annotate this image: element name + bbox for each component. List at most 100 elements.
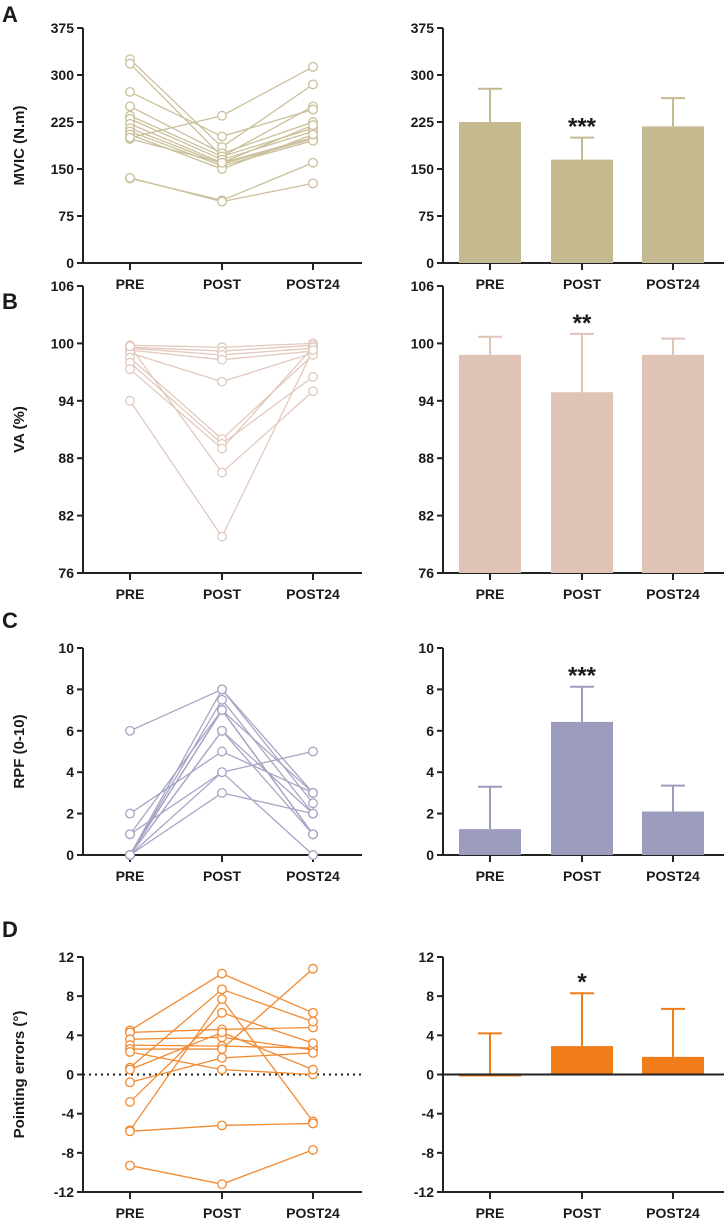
subject-point-2 bbox=[125, 808, 135, 819]
y-tick-label: 106 bbox=[411, 278, 435, 294]
x-tick-label: POST bbox=[563, 586, 602, 602]
y-tick-label: 225 bbox=[411, 114, 435, 130]
subject-point-9 bbox=[125, 341, 135, 352]
subject-point-4 bbox=[125, 101, 135, 112]
panel-D-line: D Pointing errors (°) -12 -8 -4 0 4 8 12 PRE POST P… bbox=[2, 917, 362, 1221]
subject-point-13 bbox=[308, 1144, 318, 1155]
panel-B-line: B VA (%) 76 82 88 94 100 106 PRE POST POST24 bbox=[2, 278, 362, 602]
subject-point-10 bbox=[308, 345, 318, 356]
y-tick-label: 300 bbox=[411, 67, 435, 83]
subject-point-8 bbox=[217, 1027, 227, 1038]
y-tick-label: 6 bbox=[426, 723, 434, 739]
subject-point-6 bbox=[217, 1064, 227, 1075]
y-tick-label: -4 bbox=[422, 1106, 435, 1122]
subject-point-4 bbox=[217, 354, 227, 365]
y-tick-label: 0 bbox=[66, 1067, 74, 1083]
subject-point-8 bbox=[308, 1064, 318, 1075]
subject-point-7 bbox=[217, 984, 227, 995]
x-tick-label: PRE bbox=[476, 586, 505, 602]
bar bbox=[551, 159, 613, 263]
subject-point-13 bbox=[125, 1160, 135, 1171]
subject-point-11 bbox=[217, 157, 227, 168]
subject-point-5 bbox=[217, 684, 227, 695]
y-tick-label: 106 bbox=[51, 278, 75, 294]
x-tick-label: PRE bbox=[476, 868, 505, 884]
subject-point-13 bbox=[125, 850, 135, 860]
x-tick-label: POST24 bbox=[646, 586, 700, 602]
panel-letter-D: D bbox=[2, 917, 18, 942]
x-tick-label: PRE bbox=[116, 586, 145, 602]
subject-point-5 bbox=[217, 376, 227, 387]
y-tick-label: -8 bbox=[62, 1145, 75, 1161]
y-tick-label: 6 bbox=[66, 723, 74, 739]
panel-B-bar: 76 82 88 94 100 106 PRE POST POST24 ** bbox=[411, 278, 724, 602]
y-axis-label: VA (%) bbox=[11, 406, 28, 453]
subject-point-12 bbox=[125, 132, 135, 143]
y-axis-label: RPF (0-10) bbox=[11, 714, 28, 788]
bar bbox=[642, 1056, 704, 1075]
subject-point-5 bbox=[308, 963, 318, 974]
subject-point-10 bbox=[217, 725, 227, 736]
y-tick-label: 0 bbox=[426, 1067, 434, 1083]
y-tick-label: 82 bbox=[58, 508, 74, 524]
panel-letter-A: A bbox=[2, 2, 18, 27]
subject-point-10 bbox=[308, 129, 318, 140]
x-tick-label: POST24 bbox=[286, 586, 340, 602]
y-tick-label: 150 bbox=[51, 161, 75, 177]
subject-point-9 bbox=[308, 1048, 318, 1058]
y-tick-label: -8 bbox=[422, 1145, 435, 1161]
bar bbox=[459, 829, 521, 855]
x-tick-label: POST bbox=[563, 1205, 602, 1221]
x-tick-label: POST bbox=[203, 276, 242, 292]
significance-marker: *** bbox=[568, 114, 597, 141]
subject-point-8 bbox=[125, 364, 135, 375]
subject-line-7 bbox=[129, 362, 314, 445]
y-tick-label: 76 bbox=[58, 565, 74, 581]
panel-C-bar: 0 2 4 6 8 10 PRE POST POST24 *** bbox=[418, 640, 724, 884]
subject-point-7 bbox=[308, 371, 318, 382]
y-tick-label: 4 bbox=[426, 1027, 434, 1043]
subject-point-10 bbox=[217, 531, 227, 542]
subject-line-1 bbox=[129, 688, 314, 794]
x-tick-label: PRE bbox=[116, 1205, 145, 1221]
y-tick-label: 12 bbox=[418, 949, 434, 965]
y-tick-label: 225 bbox=[51, 114, 75, 130]
y-tick-label: 100 bbox=[411, 335, 435, 351]
subject-line-9 bbox=[129, 345, 314, 474]
subject-point-7 bbox=[308, 1016, 318, 1027]
y-tick-label: 75 bbox=[58, 208, 74, 224]
y-tick-label: 375 bbox=[411, 20, 435, 36]
y-tick-label: 2 bbox=[66, 806, 74, 822]
y-tick-label: 2 bbox=[426, 806, 434, 822]
x-tick-label: POST bbox=[203, 1205, 242, 1221]
subject-point-13 bbox=[308, 829, 318, 840]
x-tick-label: POST24 bbox=[286, 1205, 340, 1221]
subject-point-12 bbox=[125, 1126, 135, 1137]
subject-point-14 bbox=[217, 196, 227, 207]
x-tick-label: POST24 bbox=[646, 868, 700, 884]
subject-point-3 bbox=[308, 104, 318, 115]
subject-point-10 bbox=[125, 1096, 135, 1107]
subject-point-5 bbox=[217, 1044, 227, 1054]
y-tick-label: 100 bbox=[51, 335, 75, 351]
subject-point-9 bbox=[217, 1052, 227, 1063]
bar bbox=[551, 721, 613, 855]
subject-point-4 bbox=[308, 746, 318, 757]
significance-marker: ** bbox=[573, 310, 592, 337]
y-tick-label: 88 bbox=[58, 450, 74, 466]
subject-point-14 bbox=[308, 178, 318, 189]
subject-point-9 bbox=[217, 467, 227, 478]
subject-point-1 bbox=[308, 79, 318, 90]
x-tick-label: POST24 bbox=[646, 1205, 700, 1221]
y-tick-label: 0 bbox=[426, 847, 434, 863]
subject-point-10 bbox=[308, 1038, 318, 1049]
y-tick-label: 76 bbox=[418, 565, 434, 581]
significance-marker: *** bbox=[568, 663, 597, 690]
x-tick-label: POST bbox=[203, 586, 242, 602]
bar bbox=[642, 354, 704, 573]
y-tick-label: 4 bbox=[426, 764, 434, 780]
y-tick-label: 10 bbox=[58, 640, 74, 656]
subject-point-12 bbox=[308, 61, 318, 72]
panel-letter-C: C bbox=[2, 608, 18, 633]
